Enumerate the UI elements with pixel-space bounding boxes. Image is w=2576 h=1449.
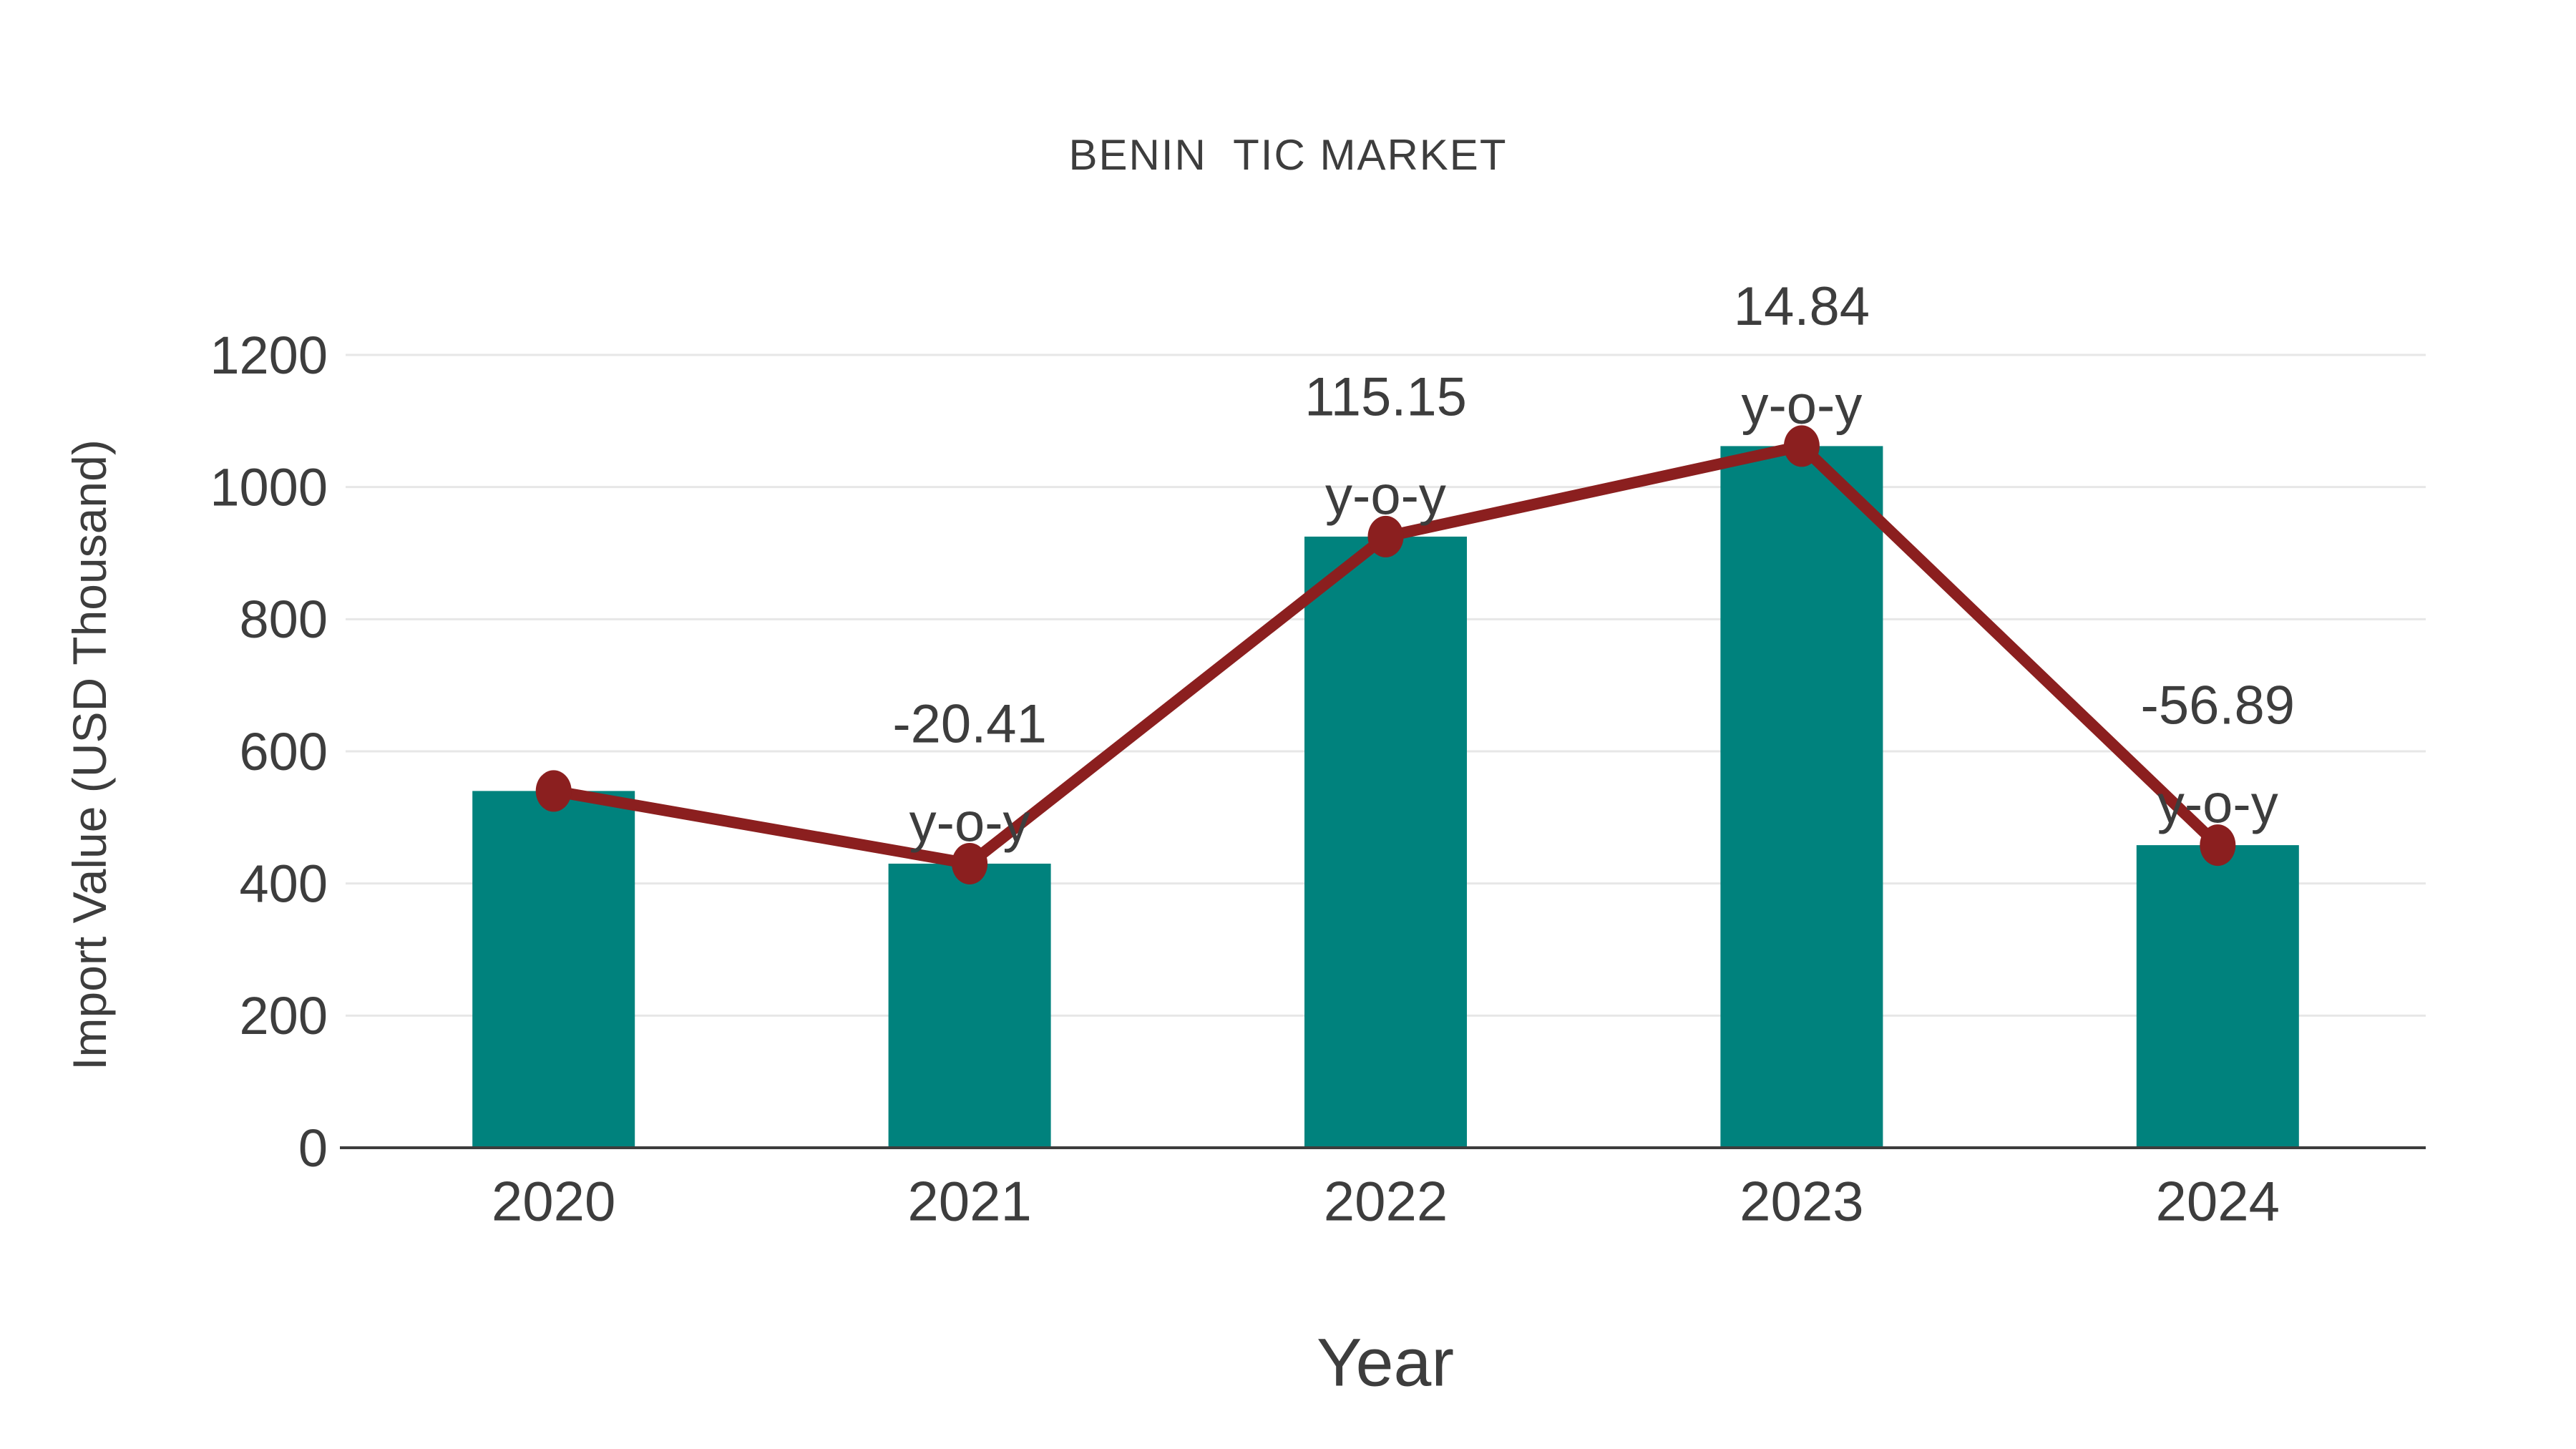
y-tick-label-600: 600 <box>240 722 328 781</box>
x-tick-label-2022: 2022 <box>1324 1169 1448 1232</box>
annotation-yoy-2022: y-o-y <box>1325 466 1446 527</box>
y-tick-label-1000: 1000 <box>210 458 328 517</box>
y-tick-label-200: 200 <box>240 986 328 1045</box>
marker-2021 <box>952 842 988 884</box>
y-tick-label-400: 400 <box>240 854 328 914</box>
marker-2024 <box>2200 824 2236 867</box>
marker-2023 <box>1783 425 1820 467</box>
x-tick-label-2021: 2021 <box>907 1169 1032 1232</box>
y-tick-label-800: 800 <box>240 590 328 649</box>
x-tick-label-2020: 2020 <box>492 1169 616 1232</box>
annotation-value-2023: 14.84 <box>1734 276 1870 337</box>
bar-2022 <box>1304 536 1467 1148</box>
x-tick-label-2024: 2024 <box>2156 1169 2280 1232</box>
y-tick-label-1200: 1200 <box>210 326 328 385</box>
bar-2024 <box>2136 845 2299 1148</box>
annotation-value-2021: -20.41 <box>892 694 1047 755</box>
annotation-yoy-2024: y-o-y <box>2157 774 2278 835</box>
annotation-value-2024: -56.89 <box>2141 675 2296 736</box>
x-axis-title: Year <box>1317 1324 1454 1401</box>
chart-title: BENIN TIC MARKET <box>1068 131 1508 179</box>
annotation-value-2022: 115.15 <box>1304 367 1467 428</box>
marker-2022 <box>1367 515 1404 557</box>
marker-2020 <box>535 770 572 812</box>
bar-2023 <box>1720 446 1883 1148</box>
annotation-yoy-2023: y-o-y <box>1741 375 1862 436</box>
bar-2020 <box>472 791 635 1148</box>
y-tick-label-0: 0 <box>298 1118 328 1178</box>
annotation-yoy-2021: y-o-y <box>909 793 1030 854</box>
bar-2021 <box>888 863 1051 1148</box>
x-tick-label-2023: 2023 <box>1740 1169 1864 1232</box>
